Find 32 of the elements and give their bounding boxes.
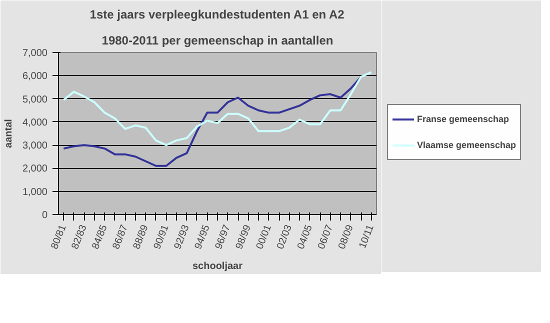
x-tick-label: 84/85 [90,223,110,251]
chart-title: 1ste jaars verpleegkundestudenten A1 en A2 [90,8,345,22]
y-tick-label: 3,000 [22,140,48,152]
y-tick-label: 7,000 [22,48,48,59]
y-tick-label: 6,000 [22,71,48,82]
y-tick-label: 4,000 [22,117,48,128]
x-tick-label: 88/89 [132,223,151,251]
legend-label: Franse gemeenschap [417,114,510,124]
y-tick-label: 5,000 [22,94,48,106]
y-tick-label: 2,000 [22,164,48,175]
x-tick-label: 04/05 [296,223,316,251]
x-tick-label: 02/03 [275,223,295,251]
x-tick-label: 92/93 [172,223,192,251]
legend-label: Vlaamse gemeenschap [417,140,516,150]
x-tick-label: 90/91 [152,223,172,251]
x-tick-label: 96/97 [214,223,234,251]
x-tick-label: 06/07 [316,223,336,251]
y-tick-label: 0 [42,210,48,221]
line-series [62,71,372,146]
x-tick-label: 86/87 [110,223,130,251]
x-tick-label: 00/01 [254,223,274,251]
x-tick-label: 80/81 [49,223,69,251]
line-series [62,76,362,167]
x-tick-label: 08/09 [336,223,356,251]
x-tick-label: 10/11 [357,223,377,250]
chart-subtitle: 1980-2011 per gemeenschap in aantallen [102,34,334,48]
x-tick-label: 94/95 [193,223,213,251]
y-tick-label: 1,000 [22,186,48,198]
x-axis-title: schooljaar [192,260,243,272]
x-tick-label: 98/99 [234,223,254,251]
x-tick-label: 82/83 [70,223,90,251]
y-axis-title: aantal [3,118,14,148]
